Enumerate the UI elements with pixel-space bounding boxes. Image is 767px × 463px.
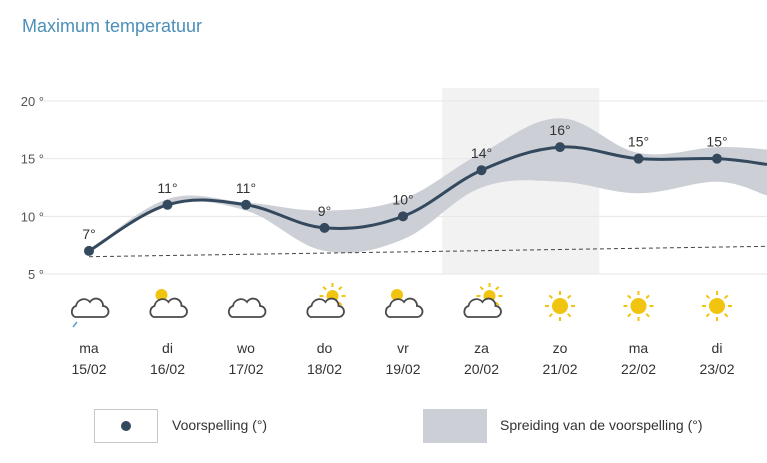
forecast-value-label: 11° xyxy=(236,180,256,196)
x-day-label: do xyxy=(317,340,333,356)
sunny-icon xyxy=(702,291,732,321)
forecast-value-label: 10° xyxy=(392,191,413,207)
forecast-point xyxy=(476,165,487,176)
x-date-label: 15/02 xyxy=(71,361,106,377)
sunny-icon xyxy=(623,291,654,321)
forecast-point xyxy=(162,199,173,210)
partly-sunny-icon xyxy=(463,283,503,318)
x-day-label: vr xyxy=(397,340,409,356)
forecast-value-label: 15° xyxy=(628,134,649,150)
x-day-label: ma xyxy=(79,340,99,356)
x-day-label: di xyxy=(712,340,723,356)
legend-forecast-swatch xyxy=(94,409,158,443)
forecast-point xyxy=(633,153,644,164)
y-tick-label: 5 ° xyxy=(28,267,44,282)
forecast-point xyxy=(555,142,565,153)
x-date-label: 22/02 xyxy=(621,361,656,377)
forecast-value-label: 7° xyxy=(82,226,95,242)
x-date-label: 19/02 xyxy=(385,361,420,377)
legend-spread-swatch xyxy=(423,409,487,443)
legend-forecast-label: Voorspelling (°) xyxy=(172,417,268,433)
cloudy-drizzle-icon xyxy=(70,297,110,328)
forecast-point xyxy=(398,211,408,222)
forecast-point xyxy=(84,245,94,256)
x-day-label: ma xyxy=(629,340,649,356)
legend-spread-label: Spreiding van de voorspelling (°) xyxy=(500,417,703,433)
x-date-label: 21/02 xyxy=(542,361,577,377)
forecast-line xyxy=(88,145,767,253)
sunny-icon xyxy=(545,291,575,321)
baseline-dashed-line xyxy=(88,245,767,258)
forecast-point xyxy=(712,153,722,164)
forecast-value-label: 15° xyxy=(706,134,727,150)
x-day-label: za xyxy=(474,340,489,356)
y-tick-label: 10 ° xyxy=(21,209,44,224)
x-date-label: 20/02 xyxy=(464,361,499,377)
chart-title: Maximum temperatuur xyxy=(22,16,203,36)
forecast-value-label: 16° xyxy=(549,122,570,138)
x-date-label: 18/02 xyxy=(307,361,342,377)
forecast-value-label: 14° xyxy=(471,145,492,161)
x-date-label: 16/02 xyxy=(150,361,185,377)
x-date-label: 23/02 xyxy=(699,361,734,377)
y-tick-label: 15 ° xyxy=(21,152,44,167)
forecast-value-label: 11° xyxy=(157,180,177,196)
forecast-point xyxy=(241,199,251,210)
y-tick-label: 20 ° xyxy=(21,94,44,109)
forecast-value-label: 9° xyxy=(318,203,331,219)
cloudy-icon xyxy=(227,297,267,318)
partly-cloudy-icon xyxy=(384,289,424,318)
x-day-label: zo xyxy=(553,340,568,356)
legend-forecast-dot xyxy=(121,421,131,431)
partly-cloudy-icon xyxy=(149,289,188,318)
x-day-label: di xyxy=(162,340,173,356)
x-day-label: wo xyxy=(236,340,255,356)
partly-sunny-icon xyxy=(306,283,346,318)
spread-band xyxy=(89,118,767,253)
x-date-label: 17/02 xyxy=(228,361,263,377)
forecast-point xyxy=(319,222,330,233)
